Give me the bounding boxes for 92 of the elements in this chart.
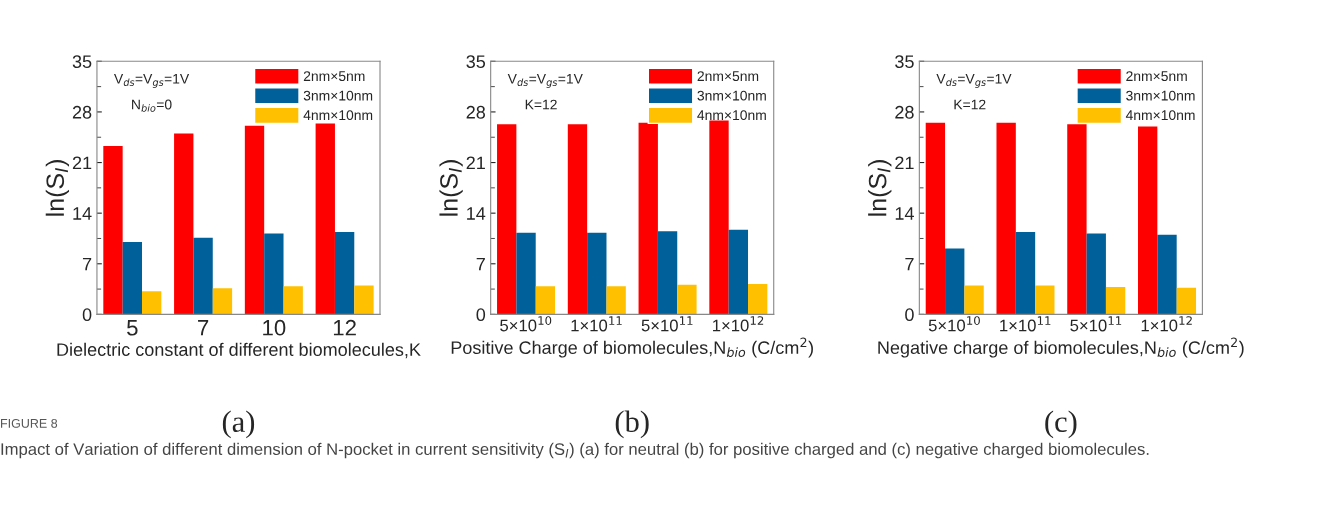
- legend-label: 3nm×10nm: [697, 90, 766, 101]
- bar: [1105, 286, 1126, 315]
- y-tick-label: 21: [895, 156, 914, 170]
- bar: [535, 286, 556, 315]
- x-tick-label: 5: [127, 320, 138, 336]
- x-tick-label: 7: [198, 320, 209, 336]
- bar: [945, 248, 965, 315]
- bar: [925, 122, 946, 315]
- caption: FIGURE 8: [1, 418, 58, 428]
- y-tick-label: 0: [476, 308, 486, 322]
- bar: [334, 231, 355, 315]
- x-tick-label: 1×10$^{12}$: [1141, 316, 1192, 332]
- x-tick-label: 12: [333, 319, 356, 336]
- bar: [748, 284, 768, 315]
- bar: [728, 229, 749, 315]
- y-tick-label: 21: [466, 156, 485, 170]
- y-axis-title: ln(S$_{I}$): [868, 160, 892, 216]
- text: Impact of Variation of different dimension of N-pocket in current sensitivity (S$_{I}$) (a) for neutral (b) for positive charged and (c) negative charged biomolecules.: [1, 442, 1149, 459]
- y-tick-label: 7: [905, 257, 914, 271]
- x-tick-label: 10: [263, 319, 286, 336]
- bar: [212, 288, 233, 315]
- annotation: V$_{ds}$=V$_{gs}$=1V: [113, 73, 190, 88]
- legend-label: 2nm×5nm: [1126, 71, 1187, 82]
- x-tick-label: 5×10$^{11}$: [1070, 316, 1122, 332]
- y-tick-label: 28: [895, 105, 914, 119]
- y-tick-label: 21: [72, 156, 92, 170]
- annotation: N$_{bio}$=0: [132, 99, 172, 112]
- legend-label: 4nm×10nm: [303, 110, 373, 121]
- legend-label: 2nm×5nm: [303, 71, 365, 82]
- y-tick-label: 35: [72, 55, 92, 69]
- annotation: K=12: [525, 99, 557, 110]
- annotation: K=12: [954, 99, 986, 110]
- bar: [122, 242, 142, 315]
- y-axis-title: ln(S$_{I}$): [439, 160, 463, 216]
- bar: [244, 125, 265, 315]
- x-axis-title: Dielectric constant of different biomolecules,K: [57, 342, 421, 359]
- x-axis-title: Negative charge of biomolecules,N$_{bio}$ (C/cm$^{2}$): [878, 337, 1244, 358]
- bar: [1067, 124, 1087, 315]
- legend-label: 2nm×5nm: [697, 71, 759, 82]
- bar: [567, 124, 588, 315]
- bar: [996, 122, 1016, 315]
- y-tick-label: 14: [467, 207, 486, 220]
- bar: [709, 120, 729, 315]
- bar: [1157, 234, 1177, 315]
- bar: [142, 291, 162, 315]
- y-tick-label: 0: [82, 308, 92, 322]
- x-tick-label: 5×10$^{10}$: [500, 316, 552, 332]
- legend-label: 4nm×10nm: [697, 110, 766, 121]
- y-tick-label: 35: [466, 55, 486, 69]
- bar: [497, 124, 517, 315]
- bar: [1086, 233, 1106, 315]
- y-tick-label: 28: [72, 105, 92, 119]
- annotation: V$_{ds}$=V$_{gs}$=1V: [936, 73, 1012, 88]
- x-tick-label: 1×10$^{12}$: [713, 316, 764, 332]
- bar: [1176, 287, 1197, 315]
- y-tick-label: 14: [73, 207, 92, 220]
- x-tick-label: 5×10$^{11}$: [641, 316, 693, 332]
- bar: [1015, 231, 1036, 315]
- bar: [964, 285, 984, 315]
- bar: [587, 232, 607, 315]
- bar: [657, 231, 678, 315]
- bar: [103, 145, 123, 315]
- bar: [1138, 126, 1158, 315]
- bar: [606, 286, 626, 315]
- y-tick-label: 14: [895, 207, 914, 220]
- y-tick-label: 7: [476, 257, 485, 271]
- bar: [1035, 285, 1055, 315]
- y-tick-label: 35: [895, 55, 914, 69]
- bar: [516, 232, 536, 315]
- x-tick-label: 1×10$^{11}$: [1000, 316, 1051, 332]
- bar: [315, 123, 335, 315]
- bar: [677, 284, 697, 315]
- legend-label: 3nm×10nm: [303, 90, 373, 101]
- bar: [174, 133, 194, 315]
- legend-label: 4nm×10nm: [1125, 110, 1195, 121]
- bar: [638, 122, 658, 315]
- y-tick-label: 28: [466, 105, 486, 119]
- y-tick-label: 0: [905, 308, 914, 322]
- annotation: V$_{ds}$=V$_{gs}$=1V: [507, 73, 583, 88]
- y-axis-title: ln(S$_{I}$): [45, 160, 70, 216]
- bar: [354, 285, 374, 315]
- text: (a): [222, 410, 255, 439]
- y-tick-label: 7: [82, 257, 92, 271]
- text: (b): [615, 410, 649, 439]
- x-tick-label: 1×10$^{11}$: [571, 316, 622, 332]
- legend-label: 3nm×10nm: [1126, 90, 1195, 101]
- bar: [264, 233, 284, 315]
- x-tick-label: 5×10$^{10}$: [928, 316, 980, 332]
- bar: [283, 286, 303, 315]
- bar: [193, 237, 213, 315]
- text: (c): [1045, 410, 1077, 439]
- x-axis-title: Positive Charge of biomolecules,N$_{bio}$ (C/cm$^{2}$): [451, 337, 813, 358]
